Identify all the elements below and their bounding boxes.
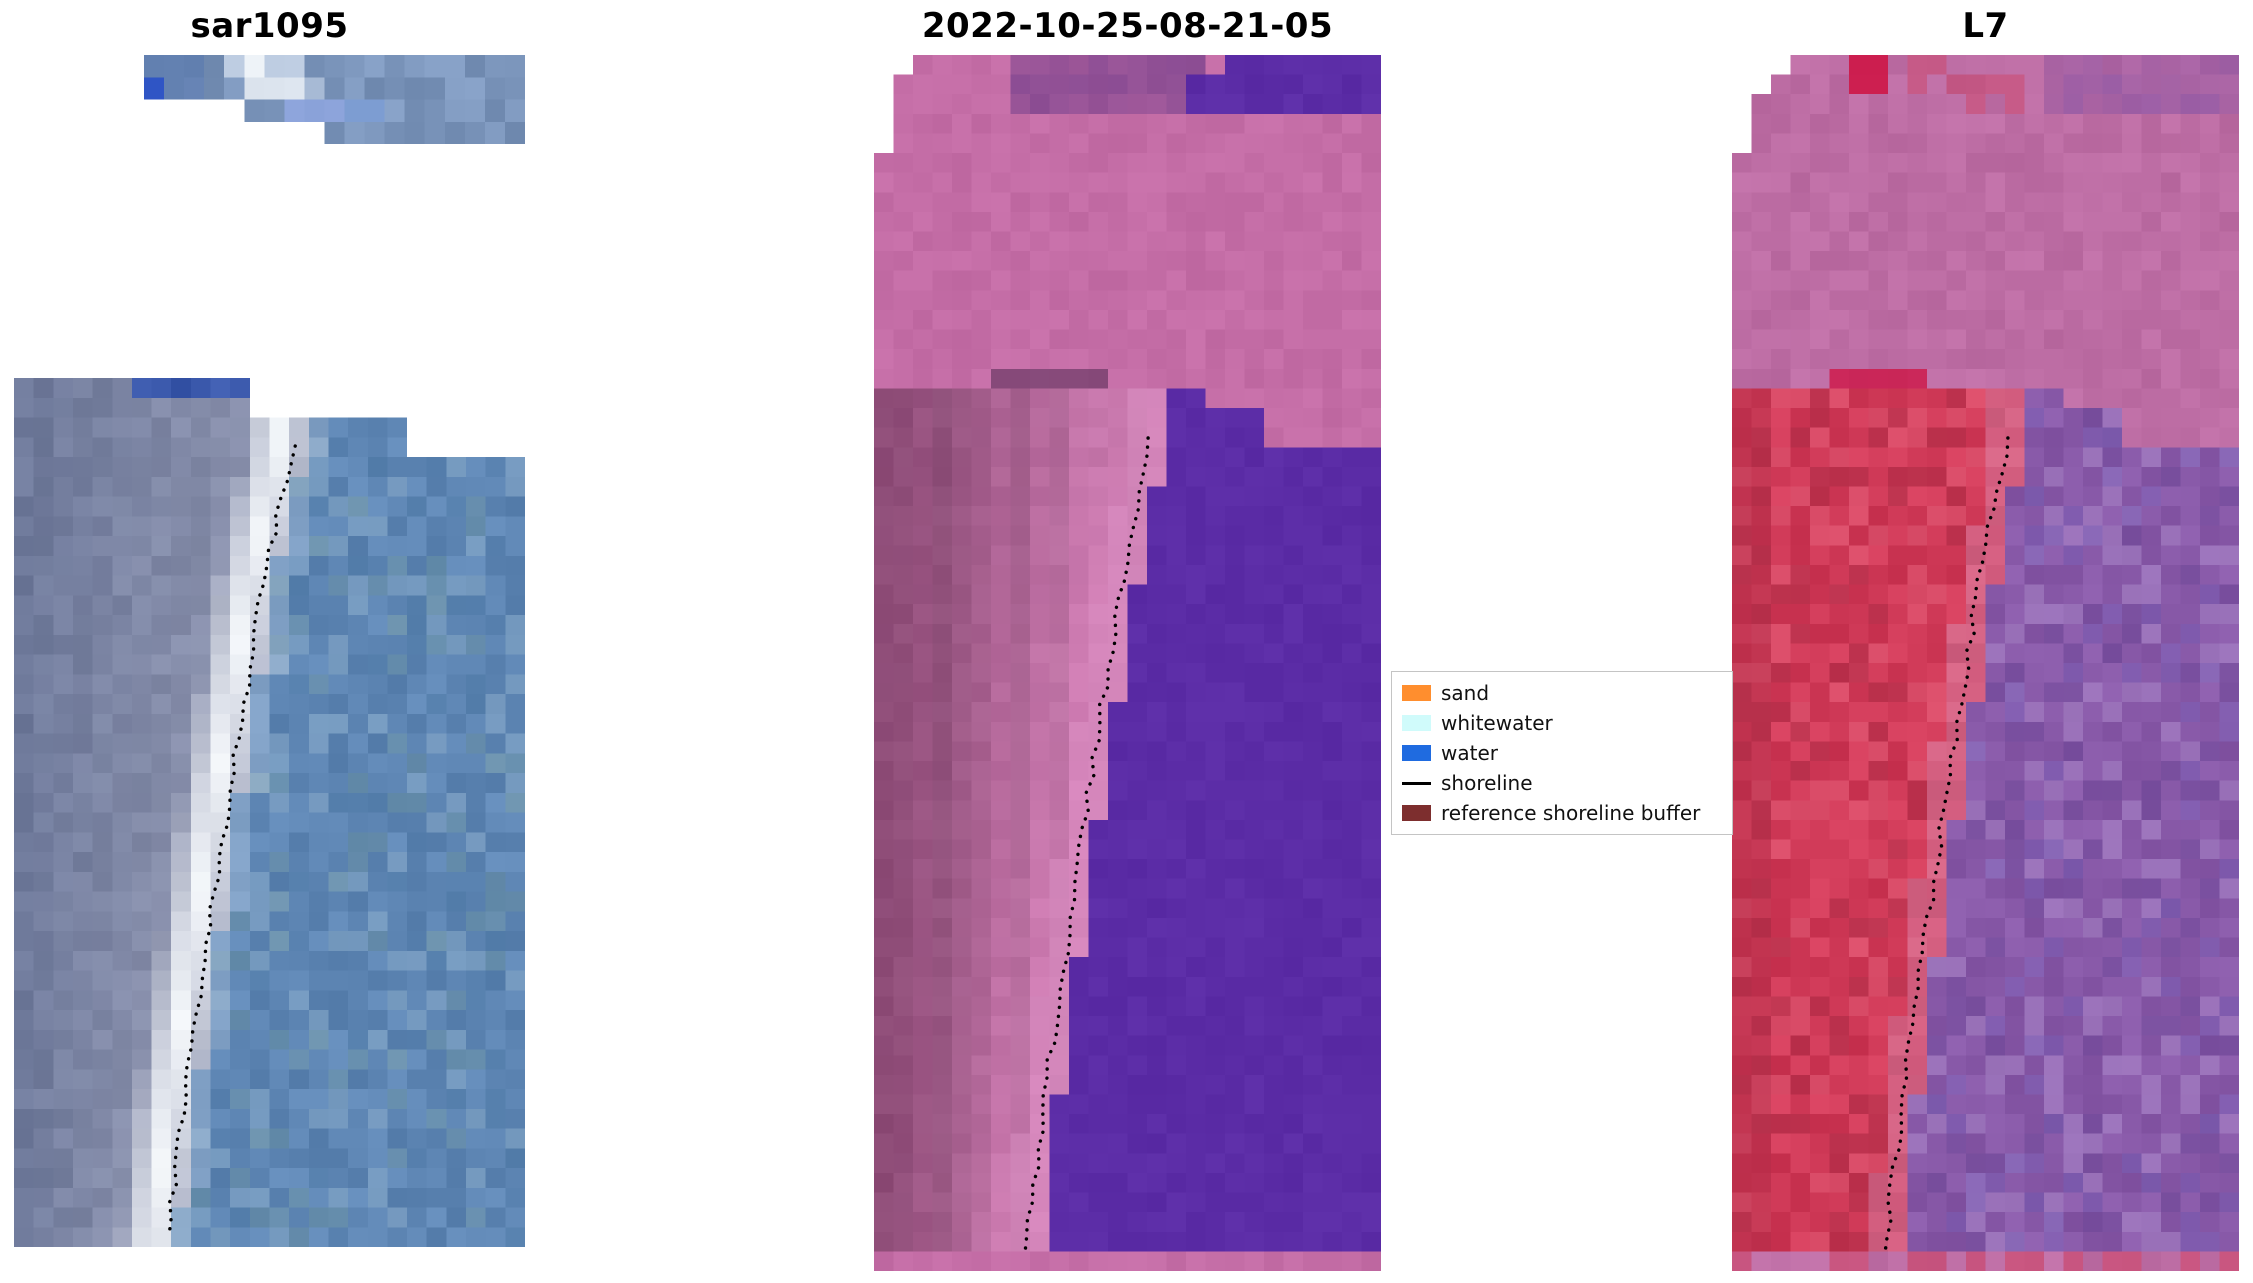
legend-entry-water: water bbox=[1402, 738, 1722, 768]
legend-label-sand: sand bbox=[1441, 681, 1490, 705]
legend-entry-whitewater: whitewater bbox=[1402, 708, 1722, 738]
legend-swatch-whitewater bbox=[1402, 715, 1431, 731]
legend-entry-shoreline: shoreline bbox=[1402, 768, 1722, 798]
panel-title-sar1095: sar1095 bbox=[190, 6, 349, 46]
legend-box: sand whitewater water shoreline reference sh… bbox=[1391, 671, 1733, 835]
sar-image-main bbox=[14, 378, 525, 1247]
panel-title-l7: L7 bbox=[1962, 6, 2009, 46]
legend-label-shoreline: shoreline bbox=[1441, 771, 1533, 795]
classified-image bbox=[874, 55, 1381, 1271]
legend-label-water: water bbox=[1441, 741, 1498, 765]
legend-swatch-reference-shoreline-buffer bbox=[1402, 805, 1431, 821]
legend-label-reference-shoreline-buffer: reference shoreline buffer bbox=[1441, 801, 1701, 825]
legend-swatch-water bbox=[1402, 745, 1431, 761]
l7-image bbox=[1732, 55, 2239, 1271]
legend-line-shoreline bbox=[1402, 781, 1431, 785]
legend-entry-sand: sand bbox=[1402, 678, 1722, 708]
panel-title-date: 2022-10-25-08-21-05 bbox=[921, 6, 1334, 46]
sar-image-upper-fragment bbox=[144, 55, 525, 144]
legend-entry-reference-shoreline-buffer: reference shoreline buffer bbox=[1402, 798, 1722, 828]
legend-swatch-sand bbox=[1402, 685, 1431, 701]
legend-label-whitewater: whitewater bbox=[1441, 711, 1553, 735]
